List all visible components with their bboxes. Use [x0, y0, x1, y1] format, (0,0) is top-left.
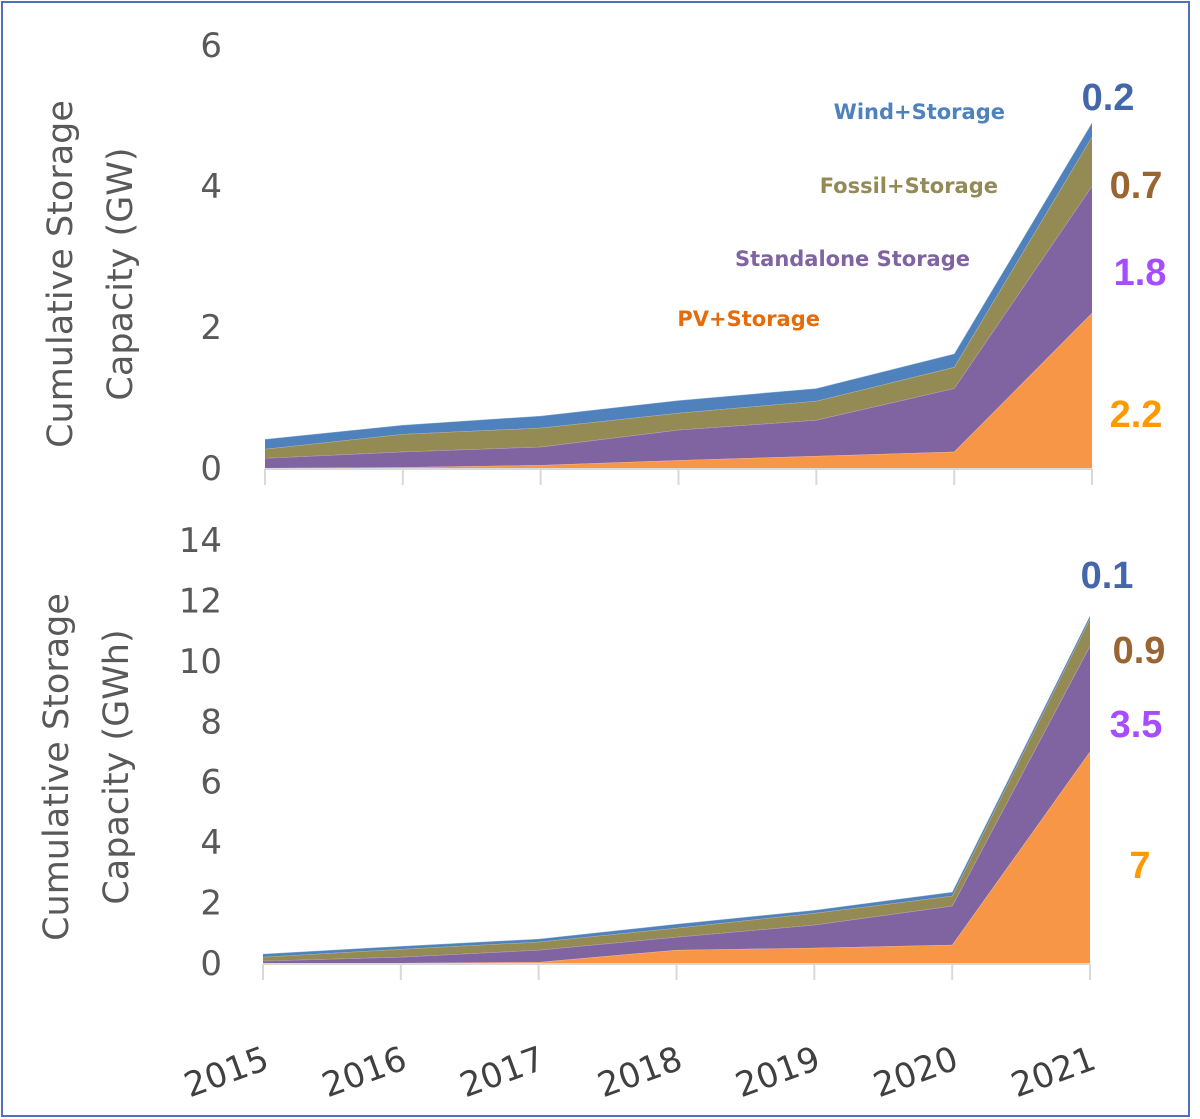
top-end-label-fossil: 0.7: [1110, 165, 1163, 207]
bottom-end-label-pv: 7: [1129, 845, 1150, 887]
top-y-tick-label: 6: [200, 26, 222, 66]
series-label-wind-storage: Wind+Storage: [834, 100, 1005, 124]
series-label-fossil-storage: Fossil+Storage: [820, 174, 998, 198]
top-end-label-wind: 0.2: [1082, 77, 1135, 119]
x-tick-label-2018: 2018: [593, 1039, 688, 1106]
power-capacity-chart: 0 2 4 6 Cumulative Storage Capacity (GW) Wi…: [41, 26, 1166, 489]
bottom-y-axis-label-line2: Capacity (GWh): [97, 629, 137, 904]
bottom-y-tick-label: 0: [200, 944, 222, 984]
bottom-y-axis-label-line1: Cumulative Storage: [37, 593, 77, 941]
x-tick-label-2017: 2017: [455, 1039, 550, 1106]
top-y-tick-label: 4: [200, 167, 222, 207]
series-label-standalone-storage: Standalone Storage: [735, 247, 970, 271]
bottom-y-tick-label: 4: [200, 823, 222, 863]
top-y-axis-label-line1: Cumulative Storage: [41, 100, 81, 448]
bottom-area-pv-storage: [263, 751, 1090, 963]
x-tick-labels: 2015 2016 2017 2018 2019 2020 2021: [179, 1039, 1101, 1106]
top-x-axis: [264, 468, 1093, 485]
bottom-x-axis: [262, 963, 1091, 980]
x-tick-label-2020: 2020: [868, 1039, 963, 1106]
top-end-label-pv: 2.2: [1110, 394, 1163, 436]
bottom-area-layers: [262, 615, 1091, 964]
top-edge-wind-storage: [264, 122, 1093, 440]
top-y-axis-label-line2: Capacity (GW): [101, 147, 141, 400]
top-end-label-standalone: 1.8: [1114, 252, 1167, 294]
bottom-y-ticks: 0 2 4 6 8 10 12 14: [179, 521, 222, 984]
bottom-chart-frame: [1, 494, 1190, 1117]
top-area-layers: [264, 122, 1093, 469]
bottom-y-tick-label: 12: [179, 581, 222, 621]
bottom-y-tick-label: 2: [200, 884, 222, 924]
bottom-edge-wind-storage: [262, 615, 1091, 955]
x-tick-label-2016: 2016: [317, 1039, 412, 1106]
bottom-y-tick-label: 8: [200, 702, 222, 742]
bottom-end-label-fossil: 0.9: [1113, 630, 1166, 672]
bottom-end-label-wind: 0.1: [1081, 555, 1134, 597]
bottom-area-standalone-storage: [263, 645, 1090, 963]
top-y-tick-label: 0: [200, 449, 222, 489]
bottom-y-tick-label: 14: [179, 521, 222, 561]
bottom-y-tick-label: 10: [179, 642, 222, 682]
bottom-y-tick-label: 6: [200, 763, 222, 803]
series-label-pv-storage: PV+Storage: [677, 307, 820, 331]
bottom-end-label-standalone: 3.5: [1110, 704, 1163, 746]
top-y-tick-label: 2: [200, 308, 222, 348]
x-tick-label-2019: 2019: [730, 1039, 825, 1106]
x-tick-label-2015: 2015: [179, 1039, 274, 1106]
x-tick-label-2021: 2021: [1006, 1039, 1101, 1106]
energy-capacity-chart: 0 2 4 6 8 10 12 14 2015 2016 2017 2018 2019 2020 2021…: [37, 521, 1165, 1106]
top-area-pv-storage: [265, 312, 1092, 468]
top-y-ticks: 0 2 4 6: [200, 26, 222, 489]
